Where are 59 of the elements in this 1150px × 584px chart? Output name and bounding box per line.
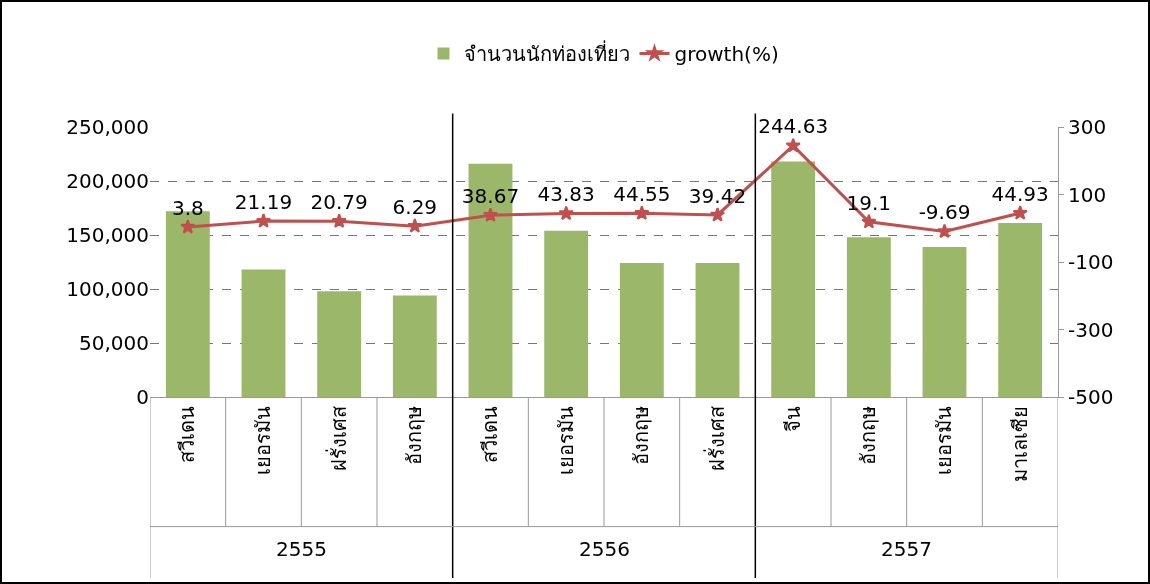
data-label: 43.83 bbox=[537, 182, 595, 207]
x-tick-label: เยอรมัน bbox=[553, 406, 578, 475]
point bbox=[861, 213, 877, 229]
bar bbox=[241, 269, 286, 397]
text: 2556 bbox=[579, 537, 630, 561]
bar bbox=[392, 295, 437, 397]
y2-tick-label: -500 bbox=[1068, 385, 1114, 409]
y-tick-label: 0 bbox=[136, 385, 149, 409]
point bbox=[407, 218, 423, 233]
point bbox=[936, 223, 953, 239]
bar bbox=[544, 230, 589, 397]
y-tick-label: 50,000 bbox=[79, 331, 149, 355]
x-tick-label: อังกฤษ bbox=[402, 406, 427, 465]
x-tick-label: สวีเดน bbox=[478, 406, 502, 463]
x-tick-label: มาเลเซีย bbox=[1007, 406, 1032, 482]
bar bbox=[619, 263, 664, 397]
y2-tick-label: 100 bbox=[1068, 182, 1107, 207]
data-label: 244.63 bbox=[758, 114, 829, 139]
data-label: 19.1 bbox=[846, 190, 892, 215]
point bbox=[785, 137, 801, 153]
data-label: 21.19 bbox=[234, 189, 293, 214]
data-label: -9.69 bbox=[918, 200, 971, 225]
y2-tick-label: -100 bbox=[1068, 250, 1114, 274]
x-tick-label: เยอรมัน bbox=[251, 406, 275, 475]
x-tick-label: ฝรั่งเศส bbox=[324, 406, 351, 471]
point bbox=[634, 205, 650, 220]
point bbox=[558, 205, 574, 221]
data-label: 6.29 bbox=[392, 194, 438, 219]
bar bbox=[317, 291, 362, 397]
bar bbox=[771, 161, 816, 397]
y-tick-label: 200,000 bbox=[66, 169, 149, 193]
data-label: 44.55 bbox=[613, 181, 671, 206]
legend-label: จำนวนนักท่องเที่ยว bbox=[463, 40, 630, 67]
point bbox=[482, 207, 499, 222]
bar bbox=[998, 223, 1043, 397]
point bbox=[180, 218, 196, 234]
x-tick-label: จีน bbox=[780, 406, 805, 432]
point bbox=[255, 213, 272, 228]
text: 2555 bbox=[276, 537, 327, 561]
y2-tick-label: -300 bbox=[1068, 317, 1114, 342]
y2-tick-label: 300 bbox=[1068, 115, 1107, 139]
x-tick-label: เยอรมัน bbox=[932, 406, 956, 475]
x-tick-label: อังกฤษ bbox=[629, 406, 654, 465]
legend-label: growth(%) bbox=[674, 42, 779, 67]
data-label: 20.79 bbox=[310, 189, 368, 214]
y-tick-label: 150,000 bbox=[66, 223, 149, 247]
bar bbox=[695, 263, 740, 397]
data-label: 44.93 bbox=[991, 181, 1049, 206]
y-tick-label: 100,000 bbox=[66, 277, 149, 301]
x-tick-label: ฝรั่งเศส bbox=[703, 406, 729, 471]
x-tick-label: สวีเดน bbox=[175, 406, 200, 463]
point bbox=[709, 206, 726, 222]
x-tick-label: อังกฤษ bbox=[856, 406, 881, 465]
bar bbox=[846, 237, 891, 397]
point bbox=[1012, 205, 1028, 220]
point bbox=[331, 213, 347, 228]
text: 2557 bbox=[881, 537, 932, 561]
bar bbox=[922, 246, 967, 397]
y-tick-label: 250,000 bbox=[66, 115, 149, 139]
